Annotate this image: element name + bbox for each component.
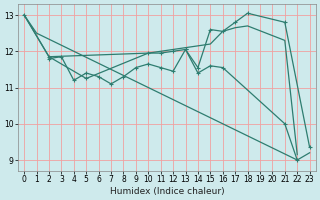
- X-axis label: Humidex (Indice chaleur): Humidex (Indice chaleur): [109, 187, 224, 196]
